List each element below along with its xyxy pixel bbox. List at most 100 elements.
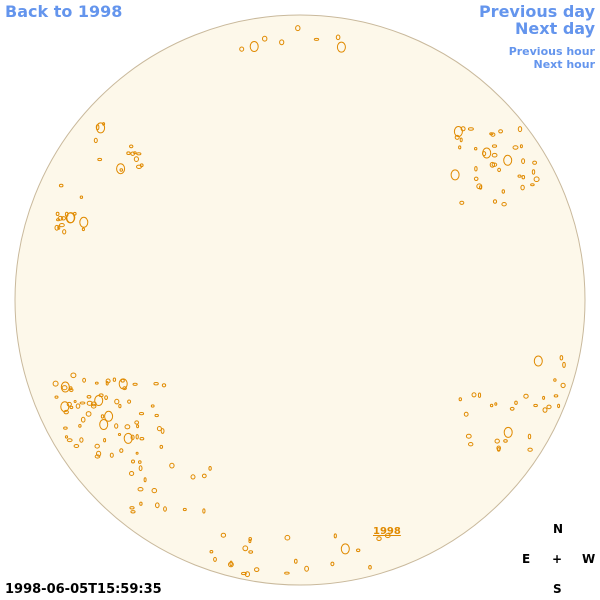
contour bbox=[330, 561, 335, 567]
previous-hour-link[interactable]: Previous hour bbox=[508, 45, 595, 58]
contour bbox=[119, 448, 124, 453]
contour bbox=[468, 442, 474, 447]
contour bbox=[279, 39, 285, 46]
back-link[interactable]: Back to 1998 bbox=[5, 2, 123, 21]
contour bbox=[503, 426, 513, 438]
contour bbox=[492, 199, 498, 204]
contour bbox=[519, 144, 523, 149]
contour bbox=[79, 195, 84, 199]
previous-day-link[interactable]: Previous day bbox=[478, 2, 595, 21]
contour bbox=[135, 434, 139, 440]
contour bbox=[105, 378, 111, 384]
contour bbox=[130, 434, 135, 441]
next-day-link[interactable]: Next day bbox=[515, 19, 595, 38]
contour bbox=[79, 401, 86, 405]
contour bbox=[129, 471, 135, 476]
contour bbox=[490, 132, 496, 137]
contour bbox=[532, 160, 537, 165]
contour bbox=[336, 41, 346, 53]
contour bbox=[542, 395, 546, 400]
contour bbox=[527, 447, 533, 452]
contour bbox=[546, 404, 552, 410]
contour bbox=[241, 571, 247, 576]
contour bbox=[494, 438, 500, 444]
contour bbox=[474, 147, 478, 151]
contour bbox=[284, 534, 291, 541]
contour bbox=[201, 473, 207, 479]
year-link[interactable]: 1998 bbox=[373, 526, 401, 537]
contour bbox=[104, 395, 108, 401]
contour bbox=[335, 34, 341, 41]
contour bbox=[136, 424, 140, 429]
contour bbox=[229, 560, 233, 567]
contour bbox=[124, 424, 131, 430]
contour bbox=[494, 402, 498, 406]
contour bbox=[112, 377, 117, 382]
contour bbox=[54, 395, 59, 399]
contour bbox=[154, 413, 159, 418]
contour bbox=[109, 452, 114, 458]
contour bbox=[491, 152, 498, 158]
contour bbox=[85, 411, 92, 417]
contour bbox=[294, 558, 298, 564]
contour bbox=[159, 444, 164, 449]
contour bbox=[209, 550, 214, 554]
compass-north: N bbox=[553, 522, 564, 536]
contour bbox=[163, 506, 167, 512]
contour bbox=[52, 380, 59, 387]
contour bbox=[81, 227, 86, 232]
contour bbox=[514, 400, 518, 405]
contour bbox=[160, 428, 165, 434]
contour bbox=[213, 556, 217, 562]
contour bbox=[90, 401, 97, 407]
contour bbox=[79, 437, 84, 443]
contour bbox=[120, 378, 125, 383]
contour bbox=[254, 567, 260, 572]
contour bbox=[501, 202, 507, 207]
contour bbox=[138, 465, 143, 472]
contour bbox=[99, 419, 109, 430]
contour bbox=[553, 394, 559, 398]
contour bbox=[64, 435, 69, 439]
contour bbox=[304, 565, 310, 572]
next-hour-link[interactable]: Next hour bbox=[533, 58, 596, 71]
contour bbox=[155, 502, 160, 509]
contour bbox=[57, 225, 61, 230]
contour bbox=[498, 129, 504, 134]
contour bbox=[248, 550, 254, 554]
contour bbox=[465, 433, 472, 439]
contour bbox=[65, 212, 75, 224]
contour bbox=[129, 506, 135, 510]
contour bbox=[220, 532, 227, 538]
contour bbox=[244, 571, 250, 578]
contour bbox=[97, 157, 103, 162]
contour bbox=[82, 377, 86, 383]
contour bbox=[127, 399, 132, 404]
contour bbox=[496, 447, 501, 452]
contour bbox=[96, 450, 102, 457]
contour bbox=[63, 426, 68, 430]
contour bbox=[137, 487, 144, 492]
contour bbox=[73, 444, 80, 448]
contour bbox=[55, 211, 60, 216]
contour bbox=[450, 169, 460, 181]
contour bbox=[60, 216, 67, 221]
contour bbox=[517, 174, 522, 178]
contour bbox=[262, 35, 268, 42]
contour bbox=[533, 403, 538, 408]
contour bbox=[80, 416, 86, 423]
contour bbox=[467, 127, 474, 131]
contour bbox=[114, 398, 120, 405]
contour bbox=[78, 424, 82, 428]
contour bbox=[473, 176, 479, 182]
contour bbox=[454, 134, 460, 140]
contour bbox=[100, 414, 105, 419]
contour bbox=[69, 405, 74, 410]
contour bbox=[63, 409, 69, 415]
contour bbox=[501, 189, 505, 194]
contour bbox=[190, 474, 196, 480]
contour bbox=[94, 395, 104, 406]
contour bbox=[131, 459, 135, 464]
